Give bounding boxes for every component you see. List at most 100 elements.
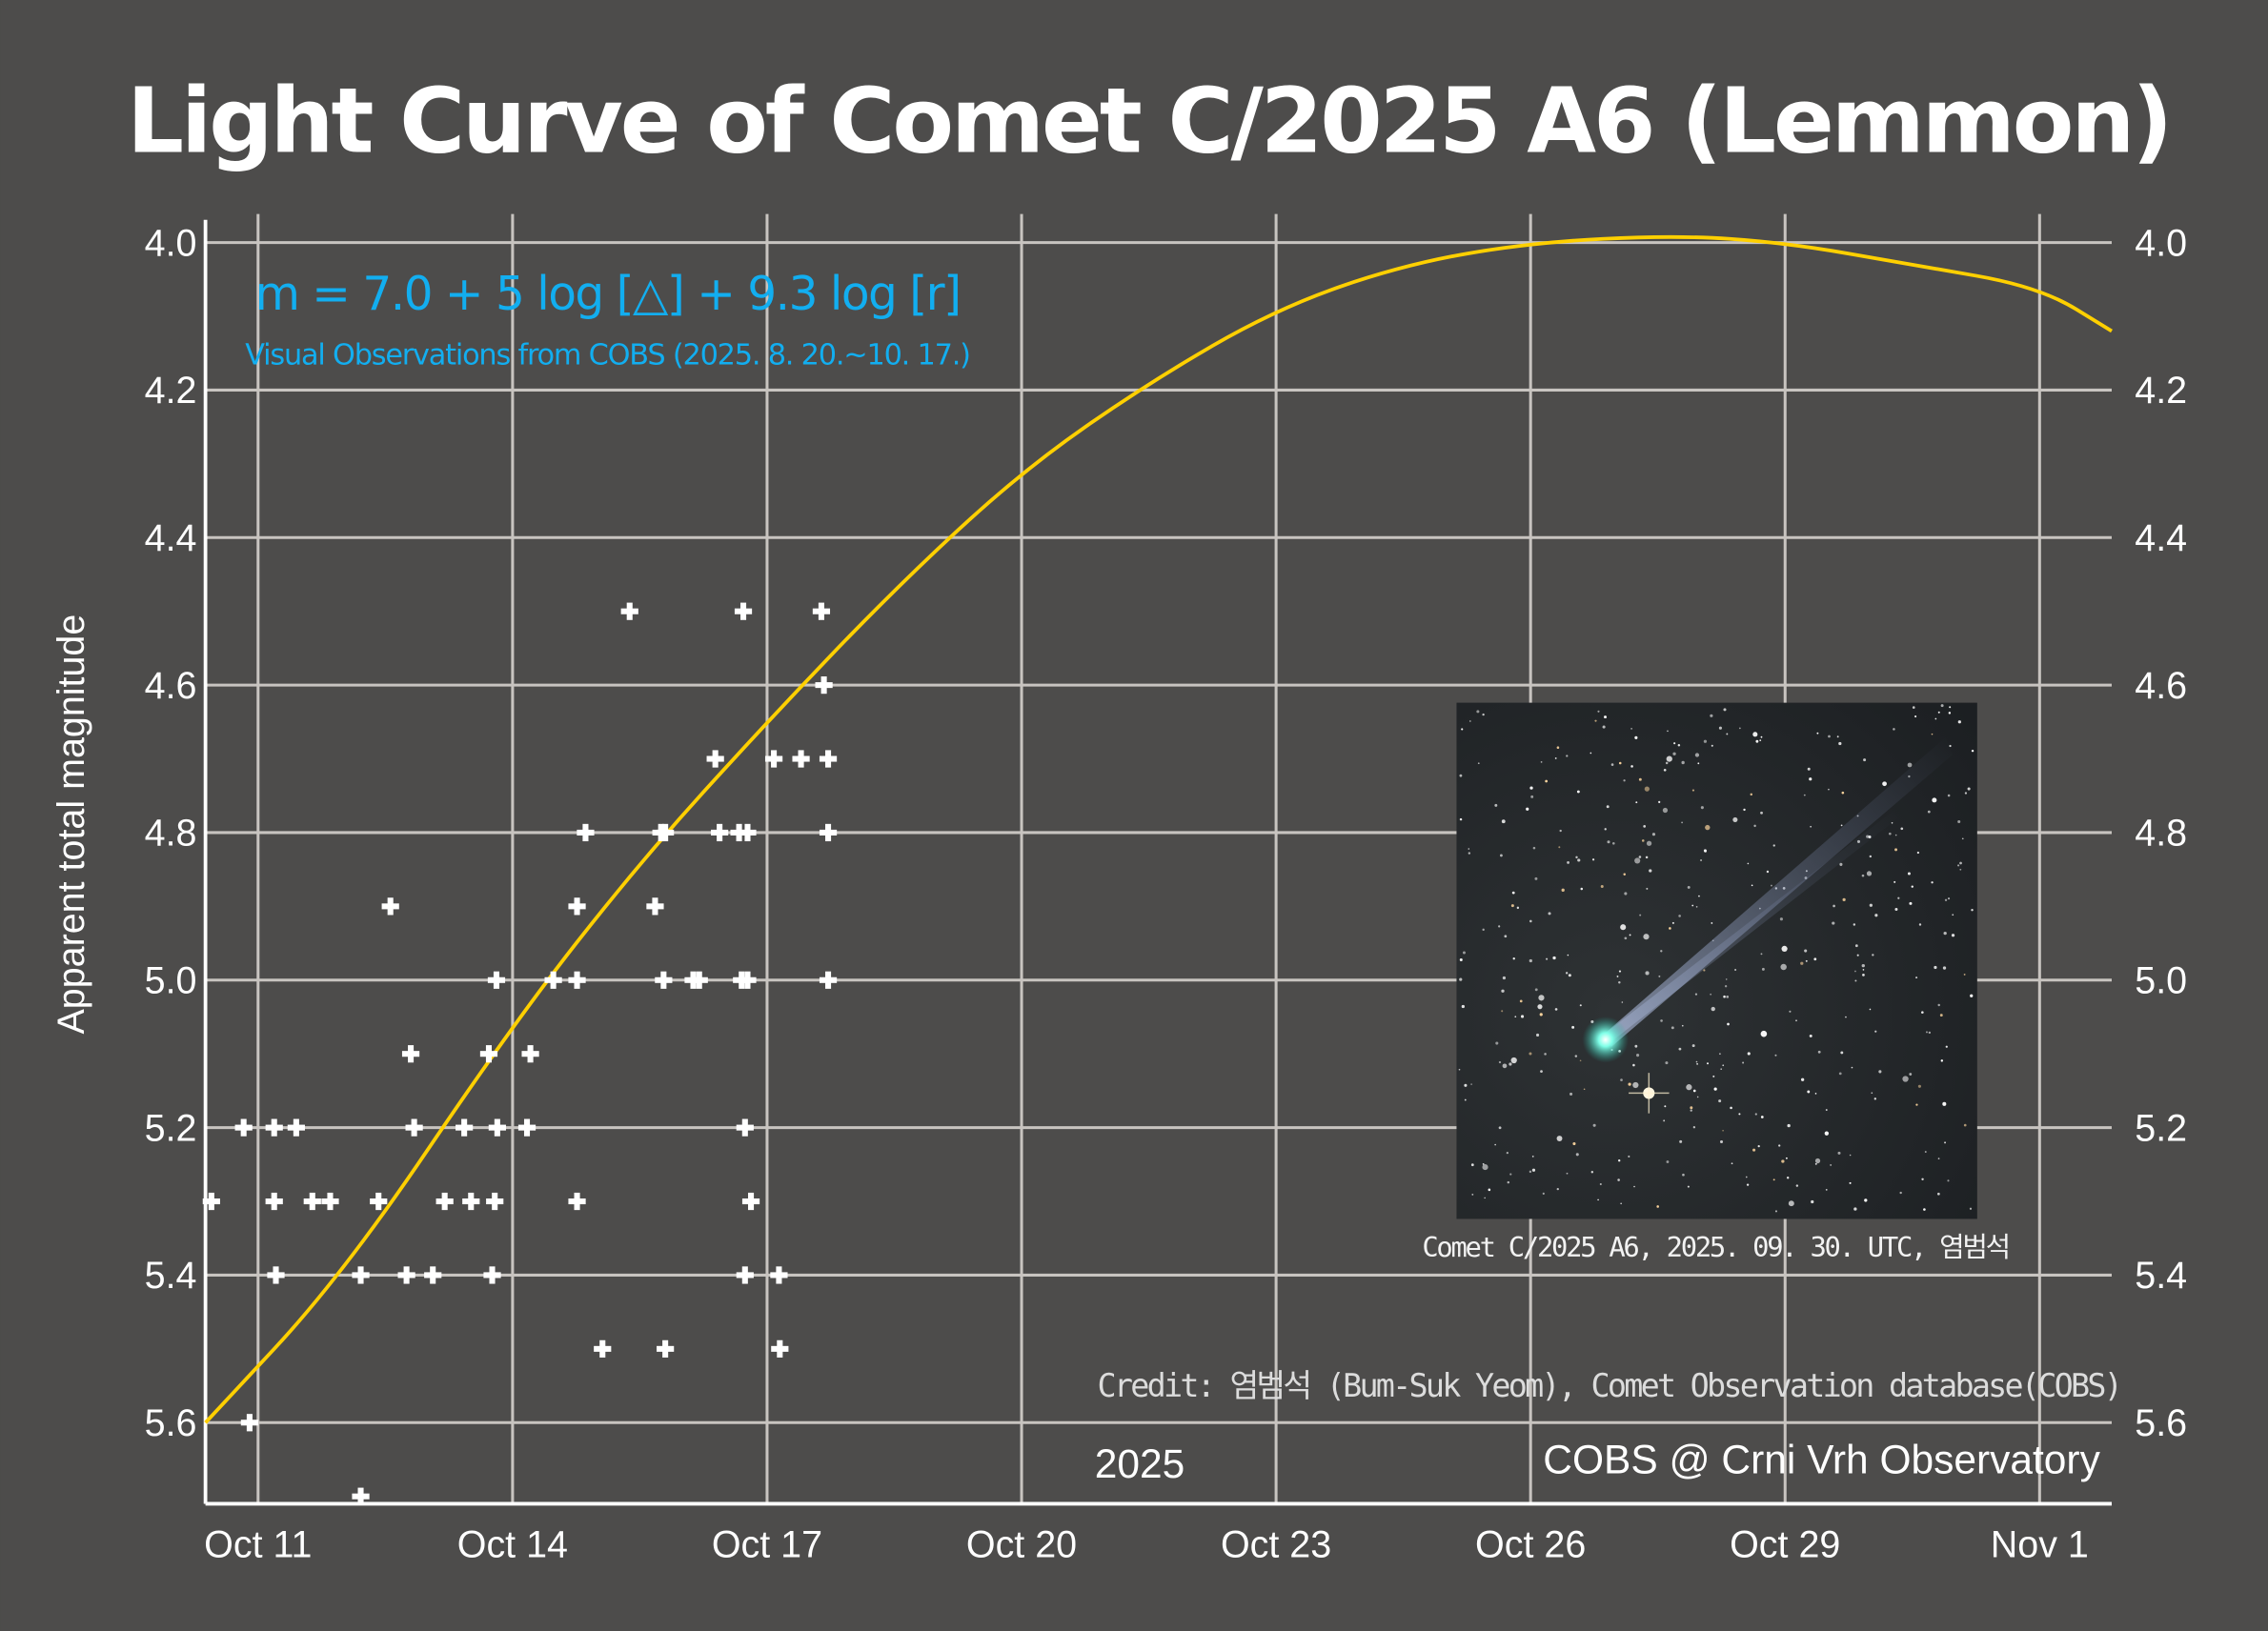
observation-point [544,971,562,989]
star [1873,1097,1877,1100]
star [1833,904,1835,908]
star [1458,1068,1461,1071]
star [1678,915,1681,917]
star [1914,715,1917,718]
star [1630,765,1633,768]
star [1719,1139,1724,1143]
star [1623,873,1626,876]
star [1944,898,1948,901]
watermark-text: COBS @ Crni Vrh Observatory [1543,1439,2100,1483]
star [1771,884,1772,887]
observation-point [736,1266,754,1284]
star [1529,1170,1532,1174]
observation-point [265,1118,283,1137]
star [1552,956,1556,960]
star [1531,1168,1536,1172]
star [1894,908,1898,912]
observation-point [706,750,724,768]
observation-point [401,1045,420,1063]
star [1692,1089,1696,1093]
star [1963,1123,1967,1127]
observation-point [352,1487,370,1505]
star [1937,711,1940,714]
star [1854,944,1858,948]
plus-marker-v [574,971,580,989]
observation-point [819,823,838,842]
star [1554,1008,1558,1011]
star [1498,925,1501,928]
plus-marker-v [825,750,832,768]
star [1856,954,1859,956]
star [1540,1070,1543,1073]
star [1871,1092,1873,1095]
observation-point [594,1339,612,1358]
star [1755,739,1759,743]
star [1840,824,1843,827]
data-source-annotation: Visual Observations from COBS (2025. 8. … [245,338,969,372]
star [1526,807,1529,811]
star [1681,821,1683,824]
star [1949,744,1952,748]
star [1814,1158,1821,1164]
star [1766,870,1770,874]
plus-marker-v [430,1266,436,1284]
plus-marker-v [741,1266,748,1284]
star [1663,1119,1666,1122]
star [1738,727,1741,730]
plus-marker-v [271,1118,277,1137]
y-tick-label-left: 4.0 [145,222,197,264]
star [1501,819,1506,824]
star [1623,779,1626,782]
y-tick-label-left: 4.8 [145,813,197,855]
star [1482,713,1485,716]
star [1712,1075,1715,1077]
star [1628,1155,1630,1158]
plus-marker-v [662,1339,669,1358]
star [1718,726,1722,730]
y-tick-label-right: 5.2 [2135,1107,2187,1149]
star [1695,906,1698,908]
star [1711,922,1713,924]
star [1738,1113,1741,1116]
star [1691,1044,1695,1048]
x-tick-label: Oct 17 [712,1524,822,1566]
star [1638,777,1642,781]
star [1630,727,1632,730]
observation-point [456,1118,474,1137]
plus-marker-v [798,750,804,768]
x-tick-label: Oct 20 [966,1524,1077,1566]
star [1931,881,1934,884]
credit-text: Credit: 염범석 (Bum-Suk Yeom), Comet Observ… [1098,1367,2121,1404]
observation-point [734,602,753,620]
observation-point [240,1414,259,1432]
observation-point [303,1192,321,1211]
plus-marker-v [748,1192,755,1211]
star [1745,1176,1748,1178]
star [1921,1178,1924,1181]
y-tick-label-left: 4.2 [145,370,197,412]
star [1807,767,1811,771]
observation-point [815,676,833,695]
star [1825,1109,1828,1112]
star [1703,969,1706,972]
star [1495,1041,1499,1045]
star [1707,1062,1709,1065]
star [1686,1084,1692,1091]
plus-marker-v [492,1192,498,1211]
plus-marker-v [523,1118,531,1137]
observation-point [736,1118,754,1137]
star [1803,794,1806,796]
observation-point [568,971,586,989]
plus-marker-v [696,971,702,989]
formula-annotation: m = 7.0 + 5 log [△] + 9.3 log [r] [255,268,961,321]
star [1538,995,1545,1001]
star [1634,735,1638,739]
star [1804,949,1808,953]
star [1909,1073,1913,1076]
star [1917,1084,1921,1088]
star [1572,1141,1576,1146]
observation-point [655,971,673,989]
star [1565,972,1569,975]
plus-marker-v [208,1192,214,1211]
star [1948,897,1951,900]
